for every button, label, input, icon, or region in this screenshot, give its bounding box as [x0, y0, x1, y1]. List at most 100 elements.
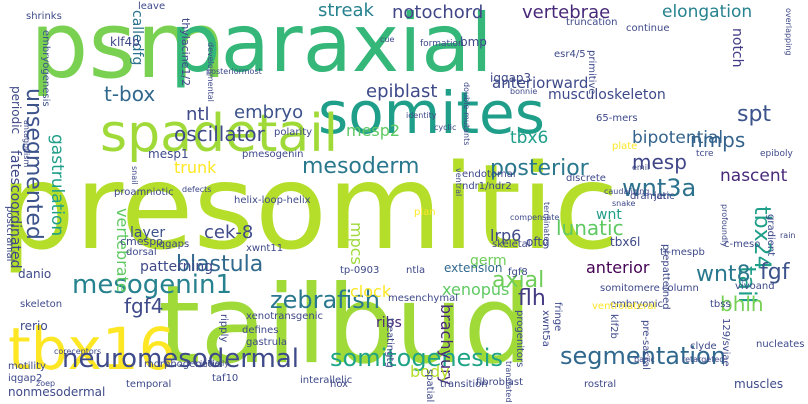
cloud-word: oftg [526, 235, 550, 249]
cloud-word: plate [612, 141, 638, 152]
cloud-word: fgf4 [124, 294, 164, 318]
cloud-word: nonmesodermal [8, 385, 106, 399]
cloud-word: taf10 [212, 373, 239, 384]
cloud-word: dramatic [630, 191, 675, 202]
cloud-word: cmespo [120, 235, 163, 248]
cloud-word: transfated [504, 360, 513, 402]
cloud-word: defines [242, 325, 279, 336]
cloud-word: antagonism [22, 120, 31, 168]
cloud-word: wnt [596, 207, 622, 223]
cloud-word: streak [318, 0, 374, 21]
cloud-word: progenitors [514, 310, 525, 368]
cloud-word: proamniotic [114, 187, 174, 198]
cloud-word: clyde [690, 341, 717, 352]
cloud-word: coreceptors [54, 347, 102, 356]
cloud-word: body [410, 362, 450, 381]
cloud-word: esr4/5 [554, 49, 586, 60]
cloud-word: caudalizing [604, 187, 650, 196]
cloud-word: spatial [424, 368, 435, 402]
cloud-word: embryogenesis [40, 30, 51, 107]
cloud-word: plan [414, 207, 436, 218]
cloud-word: snake [612, 199, 636, 208]
cloud-word: xenotransgenic [246, 311, 324, 322]
cloud-word: ntla [406, 265, 426, 276]
cloud-word: rerio [20, 319, 48, 333]
cloud-word: notochord [392, 2, 484, 23]
cloud-word: zebrafish [270, 286, 381, 314]
cloud-word: c-meso [724, 239, 761, 250]
cloud-word: ventrolateral [592, 301, 657, 312]
cloud-word: clock [350, 282, 392, 301]
cloud-word: bonnie [510, 87, 538, 96]
cloud-word: defects [182, 185, 212, 194]
cloud-word: muscles [734, 377, 784, 391]
cloud-word: skeletal [492, 239, 531, 250]
cloud-word: embryo [234, 102, 304, 123]
cloud-word: patterning [140, 259, 214, 275]
cloud-word: tbss [710, 299, 731, 310]
cloud-word: gastrulation [47, 134, 67, 237]
cloud-word: periodic [9, 86, 23, 135]
cloud-word: segmentation [560, 342, 726, 370]
cloud-word: tbx6l [610, 235, 641, 249]
cloud-word: iqgap2 [8, 373, 43, 384]
cloud-word: anteriorward [492, 74, 589, 92]
cloud-word: profoundly [720, 204, 729, 247]
cloud-word: helix-loop-helix [234, 195, 311, 206]
cloud-word: germ [470, 253, 507, 269]
cloud-word: xenopus [442, 280, 510, 299]
cloud-word: bipotential [632, 128, 724, 148]
cloud-word: notch [729, 28, 745, 68]
cloud-word: double-mutants [462, 82, 471, 146]
cloud-word: retargeted [682, 355, 725, 364]
cloud-word: iqgap3 [490, 71, 532, 85]
cloud-word: bmp [460, 35, 487, 49]
cloud-word: tbx16 [8, 315, 176, 383]
cloud-word: terminates [542, 202, 551, 246]
cloud-word: paraxial [170, 0, 493, 90]
cloud-word: shrinks [26, 11, 62, 22]
cloud-word: column [662, 283, 699, 294]
cloud-word: mesp [632, 150, 687, 174]
cloud-word: rostral [584, 379, 617, 390]
cloud-word: skeleton [20, 299, 63, 310]
cloud-word: postcranial [4, 206, 15, 262]
cloud-word: nucleates [756, 339, 805, 350]
cloud-word: mesoderm [302, 154, 420, 179]
cloud-word: ribs [376, 315, 402, 331]
cloud-word: discrete [566, 173, 606, 184]
cloud-word: compensate [510, 213, 560, 222]
cloud-word: posteriormost [206, 67, 262, 76]
cloud-word: gastrula [246, 337, 287, 348]
cloud-word: somitomere [600, 283, 660, 294]
cloud-word: t-box [104, 82, 156, 106]
cloud-word: nmps [690, 128, 746, 152]
cloud-word: presomitic [0, 138, 619, 276]
cloud-word: tr-mespb [660, 247, 705, 258]
cloud-word: dorsal [126, 247, 157, 258]
cloud-word: temporal [126, 379, 172, 390]
cloud-word: embryonic [610, 299, 664, 310]
cloud-word: axial [492, 268, 545, 293]
cloud-word: emil [632, 163, 650, 172]
cloud-word: fgf8 [508, 267, 528, 278]
cloud-word: tailbud [158, 263, 533, 388]
cloud-word: cyclic [434, 123, 457, 132]
cloud-word: tcre [696, 149, 714, 159]
cloud-word: lunatic [556, 216, 624, 240]
cloud-word: trunk [174, 158, 217, 177]
cloud-word: fringe [552, 302, 563, 332]
cloud-word: transition [440, 379, 488, 390]
cloud-word: danio [18, 267, 52, 281]
cloud-word: musculoskeleton [548, 87, 666, 103]
cloud-word: cue [380, 35, 395, 44]
cloud-word: wnt8 [696, 262, 751, 287]
cloud-word: psm [30, 0, 226, 99]
cloud-word: extension [444, 261, 503, 275]
cloud-word: ripply [218, 314, 229, 343]
cloud-word: cek-8 [204, 222, 254, 243]
cloud-word: formation [420, 39, 464, 49]
cloud-word: primitive [586, 50, 597, 95]
cloud-word: truncation [566, 17, 618, 28]
